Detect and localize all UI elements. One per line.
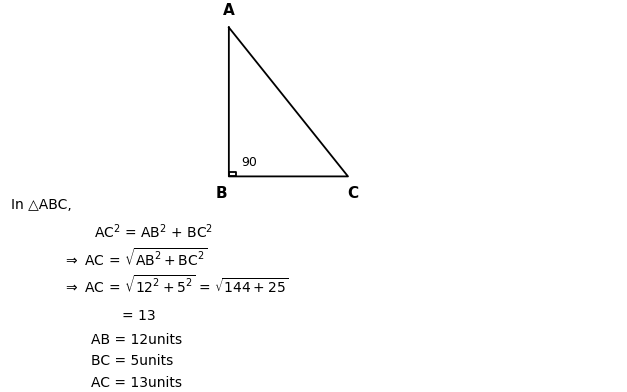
Text: $\Rightarrow$ AC = $\sqrt{12^2 + 5^2}$ = $\sqrt{144 + 25}$: $\Rightarrow$ AC = $\sqrt{12^2 + 5^2}$ =… [63,274,288,296]
Text: AB = 12units: AB = 12units [91,333,182,347]
Text: = 13: = 13 [122,309,156,323]
Text: C: C [347,186,358,201]
Text: In △ABC,: In △ABC, [11,198,72,212]
Text: A: A [223,3,234,18]
Text: BC = 5units: BC = 5units [91,354,173,368]
Text: 90: 90 [241,156,257,169]
Text: B: B [216,186,227,201]
Text: $\Rightarrow$ AC = $\sqrt{\mathrm{AB}^2 + \mathrm{BC}^2}$: $\Rightarrow$ AC = $\sqrt{\mathrm{AB}^2 … [63,247,207,269]
Text: AC = 13units: AC = 13units [91,376,182,390]
Text: AC$^{2}$ = AB$^{2}$ + BC$^{2}$: AC$^{2}$ = AB$^{2}$ + BC$^{2}$ [94,223,213,241]
